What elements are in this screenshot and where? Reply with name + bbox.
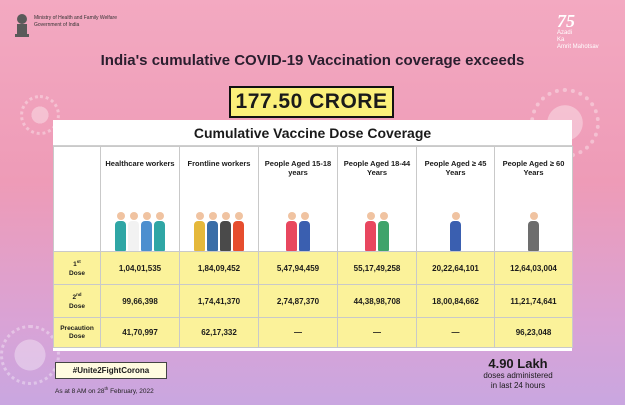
logo-line: Amrit Mahotsav xyxy=(557,44,599,50)
as-at-prefix: As at 8 AM on 28 xyxy=(55,388,105,396)
frontline-workers-icon xyxy=(180,203,258,251)
logo-line: Ka xyxy=(557,37,565,43)
row-label-text: Precaution xyxy=(60,324,94,332)
as-at-sup: th xyxy=(104,386,109,391)
person-figure-icon xyxy=(194,212,205,251)
table-cell: 1,84,09,452 xyxy=(179,251,259,285)
person-figure-icon xyxy=(115,212,126,251)
as-at-suffix: February, 2022 xyxy=(108,388,154,396)
total-doses-banner: 177.50 CRORE xyxy=(229,86,394,118)
table-cell: — xyxy=(258,317,338,348)
table-cell: 41,70,997 xyxy=(100,317,180,348)
table-cell: 1,74,41,370 xyxy=(179,284,259,318)
table-cell: 62,17,332 xyxy=(179,317,259,348)
table-cell: 2,74,87,370 xyxy=(258,284,338,318)
table-row: Precaution Dose 41,70,997 62,17,332— — —96,23… xyxy=(53,317,573,348)
ministry-line: Ministry of Health and Family Welfare xyxy=(34,15,117,21)
virus-decoration-icon xyxy=(20,95,60,135)
column-title: People Aged 15-18 years xyxy=(264,159,332,177)
table-cell: 5,47,94,459 xyxy=(258,251,338,285)
column-header: People Aged ≥ 60 Years xyxy=(494,146,573,252)
person-figure-icon xyxy=(128,212,139,251)
row-label-dose: Dose xyxy=(69,332,85,340)
government-line: Government of India xyxy=(34,22,80,28)
person-figure-icon xyxy=(365,212,376,251)
logo-number: 75 xyxy=(557,11,575,31)
column-title: People Aged ≥ 45 Years xyxy=(424,159,487,177)
ministry-name: Ministry of Health and Family Welfare Go… xyxy=(34,15,117,29)
daily-doses: 4.90 Lakh doses administered in last 24 … xyxy=(463,356,573,391)
headline-suffix: coverage exceeds xyxy=(390,52,525,69)
header-row: Healthcare workers Frontline workers Peopl… xyxy=(53,146,573,252)
person-figure-icon xyxy=(141,212,152,251)
column-title: People Aged ≥ 60 Years xyxy=(502,159,565,177)
table-cell: 12,64,03,004 xyxy=(494,251,573,285)
row-label: 1st Dose xyxy=(53,251,101,285)
healthcare-workers-icon xyxy=(101,203,179,251)
column-title: Healthcare workers xyxy=(105,159,175,168)
headline-prefix: India's cumulative xyxy=(100,52,235,69)
headline-bold: COVID-19 Vaccination xyxy=(234,52,391,69)
column-header: People Aged ≥ 45 Years xyxy=(416,146,495,252)
as-at-timestamp: As at 8 AM on 28th February, 2022 xyxy=(55,386,154,395)
person-figure-icon xyxy=(207,212,218,251)
logo-line: Azadi xyxy=(557,30,573,36)
row-label: Precaution Dose xyxy=(53,317,101,348)
table-cell: — xyxy=(337,317,417,348)
coverage-grid: Healthcare workers Frontline workers Peopl… xyxy=(53,146,573,348)
table-title: Cumulative Vaccine Dose Coverage xyxy=(53,120,572,146)
azadi-ka-amrit-mahotsav-logo: 75 Azadi Ka Amrit Mahotsav xyxy=(557,12,607,52)
teenagers-icon xyxy=(259,203,337,251)
daily-doses-label: doses administered xyxy=(483,371,553,380)
row-label-text: 1 xyxy=(73,261,77,269)
table-cell: — xyxy=(416,317,495,348)
person-figure-icon xyxy=(233,212,244,251)
person-figure-icon xyxy=(299,212,310,251)
column-title: Frontline workers xyxy=(187,159,251,168)
adults-icon xyxy=(338,203,416,251)
virus-decoration-icon xyxy=(0,325,60,385)
table-cell: 99,66,398 xyxy=(100,284,180,318)
row-label: 2nd Dose xyxy=(53,284,101,318)
table-cell: 44,38,98,708 xyxy=(337,284,417,318)
column-header: People Aged 18-44 Years xyxy=(337,146,417,252)
person-figure-icon xyxy=(220,212,231,251)
person-figure-icon xyxy=(286,212,297,251)
row-label-sup: st xyxy=(76,259,81,265)
senior-citizen-icon xyxy=(495,203,572,251)
person-figure-icon xyxy=(378,212,389,251)
column-header: People Aged 15-18 years xyxy=(258,146,338,252)
table-cell: 18,00,84,662 xyxy=(416,284,495,318)
row-label-text: 2 xyxy=(72,294,77,302)
table-cell: 1,04,01,535 xyxy=(100,251,180,285)
table-row: 1st Dose 1,04,01,535 1,84,09,452 5,47,94,459… xyxy=(53,251,573,285)
daily-doses-value: 4.90 Lakh xyxy=(488,356,548,371)
table-row: 2nd Dose 99,66,398 1,74,41,370 2,74,87,370 44… xyxy=(53,284,573,318)
corner-cell xyxy=(53,146,101,252)
coverage-table: Cumulative Vaccine Dose Coverage Healthc… xyxy=(53,120,573,351)
headline: India's cumulative COVID-19 Vaccination … xyxy=(0,52,625,69)
hashtag-badge: #Unite2FightCorona xyxy=(55,362,167,379)
column-header: Frontline workers xyxy=(179,146,259,252)
row-label-sup: nd xyxy=(76,292,82,298)
person-figure-icon xyxy=(450,212,461,251)
table-cell: 55,17,49,258 xyxy=(337,251,417,285)
row-label-dose: Dose xyxy=(69,302,85,310)
table-cell: 11,21,74,641 xyxy=(494,284,573,318)
daily-doses-period: in last 24 hours xyxy=(490,381,546,390)
national-emblem-icon xyxy=(15,14,29,37)
person-figure-icon xyxy=(154,212,165,251)
row-label-dose: Dose xyxy=(69,269,85,277)
table-cell: 96,23,048 xyxy=(494,317,573,348)
column-header: Healthcare workers xyxy=(100,146,180,252)
column-title: People Aged 18-44 Years xyxy=(343,159,411,177)
table-cell: 20,22,64,101 xyxy=(416,251,495,285)
middle-aged-icon xyxy=(417,203,494,251)
person-figure-icon xyxy=(528,212,539,251)
